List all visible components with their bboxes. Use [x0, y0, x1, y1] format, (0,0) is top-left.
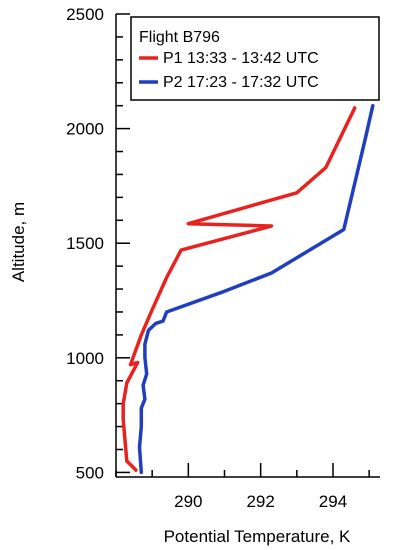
legend-box	[130, 16, 380, 101]
x-axis-label: Potential Temperature, K	[164, 527, 351, 546]
x-tick-label: 290	[174, 492, 202, 511]
series-line-p1	[121, 106, 357, 472]
y-tick-label: 500	[76, 463, 104, 482]
series-line-p2	[137, 103, 375, 475]
chart-axes: 500 1000 1500 2000 2500 290 292 294	[66, 5, 380, 511]
y-tick-label: 1000	[66, 349, 104, 368]
legend-title: Flight B796	[139, 29, 220, 46]
y-tick-label: 2500	[66, 5, 104, 24]
x-tick-label: 292	[246, 492, 274, 511]
legend-label-p1: P1 13:33 - 13:42 UTC	[163, 50, 319, 67]
y-tick-label: 2000	[66, 120, 104, 139]
chart-series-layer	[121, 103, 375, 475]
chart-legend: Flight B796 P1 13:33 - 13:42 UTC P2 17:23…	[130, 16, 380, 101]
x-tick-label: 294	[319, 492, 347, 511]
y-tick-label: 1500	[66, 234, 104, 253]
y-axis-label: Altitude, m	[9, 202, 28, 282]
legend-label-p2: P2 17:23 - 17:32 UTC	[163, 74, 319, 91]
